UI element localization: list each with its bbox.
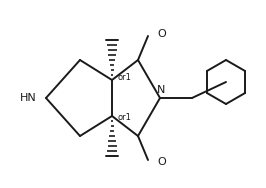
Text: or1: or1 bbox=[118, 114, 132, 123]
Text: N: N bbox=[157, 85, 165, 95]
Text: or1: or1 bbox=[118, 74, 132, 83]
Text: O: O bbox=[157, 157, 166, 167]
Text: O: O bbox=[157, 29, 166, 39]
Text: HN: HN bbox=[20, 93, 37, 103]
